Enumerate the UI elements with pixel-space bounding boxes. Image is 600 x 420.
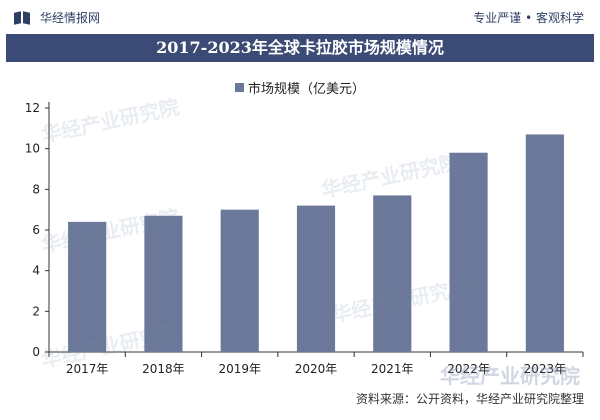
slogan: 专业严谨 • 客观科学 xyxy=(473,11,584,25)
bar xyxy=(449,152,488,352)
y-tick-label: 10 xyxy=(25,142,40,156)
bar xyxy=(296,205,336,352)
y-tick-label: 6 xyxy=(32,223,40,237)
top-bar: 华经情报网 专业严谨 • 客观科学 xyxy=(0,0,600,34)
bar xyxy=(525,134,564,352)
brand-name: 华经情报网 xyxy=(40,11,101,25)
x-tick-label: 2017年 xyxy=(66,362,109,376)
bar xyxy=(68,221,107,352)
y-tick-label: 0 xyxy=(32,345,40,359)
bar xyxy=(373,195,412,352)
x-tick-label: 2021年 xyxy=(371,362,414,376)
legend-swatch xyxy=(235,83,244,92)
brand[interactable]: 华经情报网 xyxy=(14,9,100,26)
x-tick-label: 2020年 xyxy=(295,362,338,376)
y-tick-label: 12 xyxy=(25,101,40,115)
y-tick-label: 4 xyxy=(32,264,40,278)
x-tick-label: 2022年 xyxy=(447,362,490,376)
y-tick-label: 8 xyxy=(32,182,40,196)
source-note: 资料来源：公开资料，华经产业研究院整理 xyxy=(355,392,584,406)
legend-label: 市场规模（亿美元） xyxy=(248,82,366,97)
bar xyxy=(220,209,259,352)
watermark-logo-text: 华经产业研究院 xyxy=(440,364,580,388)
x-tick-label: 2023年 xyxy=(524,362,567,376)
legend: 市场规模（亿美元） xyxy=(235,78,365,97)
x-tick-label: 2019年 xyxy=(218,362,261,376)
chart-title: 2017-2023年全球卡拉胶市场规模情况 xyxy=(6,34,594,62)
x-tick-label: 2018年 xyxy=(142,362,185,376)
y-tick-label: 2 xyxy=(32,304,40,318)
bar xyxy=(144,215,183,352)
